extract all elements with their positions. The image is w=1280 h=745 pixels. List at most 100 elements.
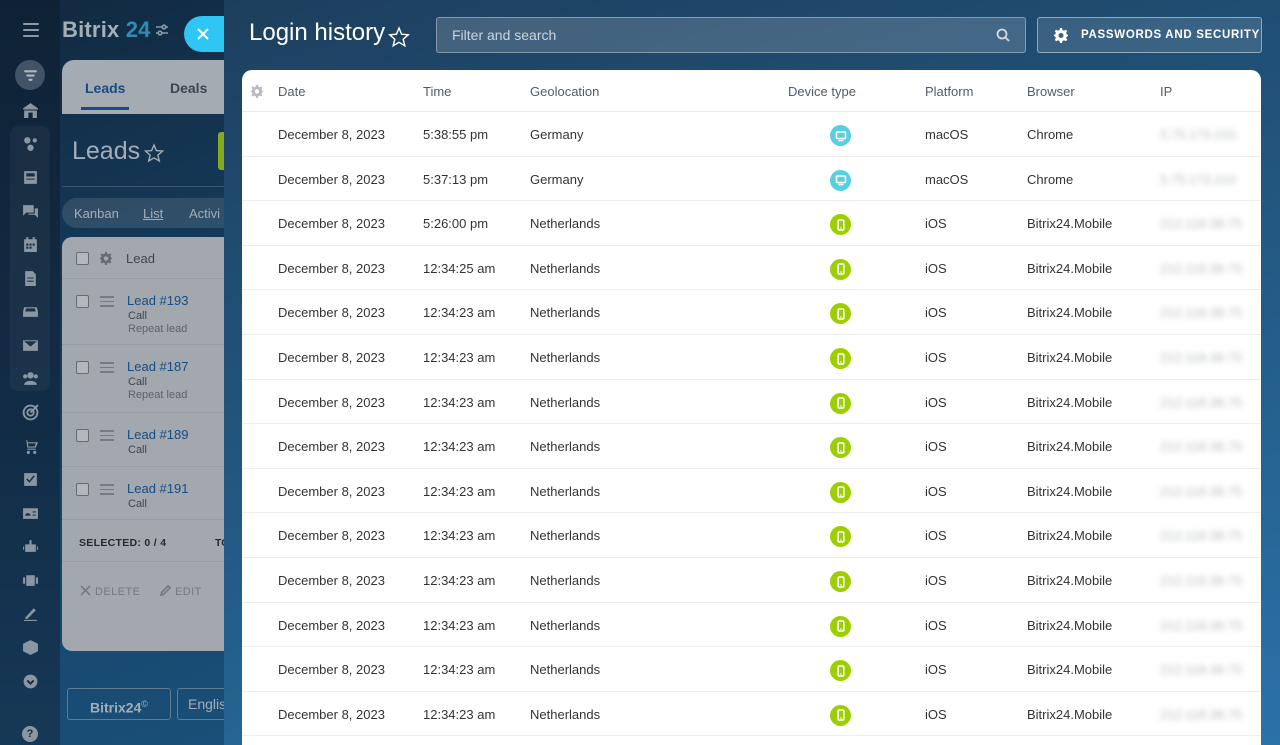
row-checkbox[interactable] <box>76 295 89 308</box>
drag-handle-icon[interactable] <box>100 296 114 307</box>
home-icon[interactable] <box>12 95 48 125</box>
drag-handle-icon[interactable] <box>100 430 114 441</box>
view-activities[interactable]: Activi <box>189 206 221 221</box>
bitrix24-footer-button[interactable]: Bitrix24© <box>67 688 171 720</box>
gear-icon[interactable] <box>250 84 264 98</box>
lead-source: Call <box>128 498 147 510</box>
chat-icon[interactable] <box>12 196 48 226</box>
tab-deals[interactable]: Deals <box>170 80 208 96</box>
lead-link[interactable]: Lead #193 <box>127 293 189 308</box>
table-row[interactable]: December 8, 2023 12:34:25 am Netherlands iO… <box>242 246 1261 291</box>
cart-icon[interactable] <box>12 431 48 461</box>
cell-date: December 8, 2023 <box>278 305 385 321</box>
delete-button[interactable]: DELETE <box>80 585 140 598</box>
cell-ip: 212.118.38.75 <box>1160 617 1243 633</box>
help-icon[interactable]: ? <box>22 726 38 742</box>
view-kanban[interactable]: Kanban <box>74 206 119 221</box>
robot-icon[interactable] <box>12 531 48 561</box>
column-browser-header[interactable]: Browser <box>1027 84 1075 99</box>
table-row[interactable]: December 8, 2023 12:34:23 am Netherlands iO… <box>242 558 1261 603</box>
star-icon[interactable] <box>387 26 411 48</box>
document-icon[interactable] <box>12 263 48 293</box>
gear-icon[interactable] <box>99 251 113 265</box>
cube-icon[interactable] <box>12 632 48 662</box>
lead-status: Repeat lead <box>128 389 188 401</box>
table-row[interactable]: Lead #187 Call Repeat lead <box>62 345 232 413</box>
target-icon[interactable] <box>12 397 48 427</box>
cell-ip: 212.118.38.75 <box>1160 216 1243 232</box>
table-row[interactable]: Lead #193 Call Repeat lead <box>62 279 232 345</box>
signature-icon[interactable] <box>12 598 48 628</box>
cell-browser: Chrome <box>1027 171 1074 187</box>
cell-geolocation: Netherlands <box>530 706 601 722</box>
more-icon[interactable] <box>12 666 48 696</box>
passwords-and-security-button[interactable]: PASSWORDS AND SECURITY <box>1037 17 1262 53</box>
overlay-dim[interactable] <box>0 0 224 745</box>
table-row[interactable]: December 8, 2023 5:38:55 pm Germany macOS Ch… <box>242 112 1261 157</box>
cell-browser: Bitrix24.Mobile <box>1027 706 1113 722</box>
table-row[interactable]: December 8, 2023 12:34:23 am Netherlands iO… <box>242 692 1261 737</box>
table-row[interactable]: December 8, 2023 12:34:23 am Netherlands iO… <box>242 290 1261 335</box>
cell-date: December 8, 2023 <box>278 483 385 499</box>
cell-platform: iOS <box>925 706 947 722</box>
table-row[interactable]: Lead #189 Call <box>62 413 232 467</box>
calendar-icon[interactable] <box>12 229 48 259</box>
video-icon[interactable] <box>12 565 48 595</box>
mail-icon[interactable] <box>12 330 48 360</box>
search-input[interactable] <box>437 18 1025 52</box>
close-slider-button[interactable] <box>184 16 228 52</box>
row-checkbox[interactable] <box>76 361 89 374</box>
column-geolocation-header[interactable]: Geolocation <box>530 84 600 99</box>
column-lead-header[interactable]: Lead <box>126 251 155 266</box>
lead-link[interactable]: Lead #187 <box>127 359 189 374</box>
cell-time: 12:34:23 am <box>423 439 496 455</box>
row-checkbox[interactable] <box>76 429 89 442</box>
contacts-icon[interactable] <box>12 363 48 393</box>
column-platform-header[interactable]: Platform <box>925 84 974 99</box>
lead-source: Call <box>128 310 147 322</box>
column-time-header[interactable]: Time <box>423 84 452 99</box>
filter-icon[interactable] <box>12 60 48 90</box>
table-row[interactable]: December 8, 2023 12:34:23 am Netherlands iO… <box>242 603 1261 648</box>
view-list[interactable]: List <box>143 206 164 221</box>
divider <box>62 186 224 187</box>
star-icon[interactable] <box>143 143 165 163</box>
lead-link[interactable]: Lead #191 <box>127 481 189 496</box>
table-row[interactable]: Lead #191 Call <box>62 467 232 520</box>
cell-browser: Bitrix24.Mobile <box>1027 528 1113 544</box>
settings-sliders-icon[interactable] <box>155 23 169 36</box>
table-row[interactable]: December 8, 2023 5:26:00 pm Netherlands iOS… <box>242 201 1261 246</box>
table-row[interactable]: December 8, 2023 12:34:23 am Netherlands iO… <box>242 380 1261 425</box>
column-device-type-header[interactable]: Device type <box>788 84 856 99</box>
lead-link[interactable]: Lead #189 <box>127 427 189 442</box>
select-all-checkbox[interactable] <box>76 252 89 265</box>
table-row[interactable]: December 8, 2023 5:37:13 pm Germany macOS Ch… <box>242 157 1261 202</box>
tasks-icon[interactable] <box>12 464 48 494</box>
cell-ip: 212.118.38.75 <box>1160 528 1243 544</box>
tab-leads[interactable]: Leads <box>80 80 130 110</box>
add-button[interactable] <box>218 132 224 170</box>
table-row[interactable]: December 8, 2023 12:34:23 am Netherlands iO… <box>242 335 1261 380</box>
feed-icon[interactable] <box>12 162 48 192</box>
desktop-device-icon <box>830 169 851 191</box>
inbox-icon[interactable] <box>12 296 48 326</box>
table-row[interactable]: December 8, 2023 12:34:23 am Netherlands iO… <box>242 424 1261 469</box>
table-row[interactable]: December 8, 2023 12:34:23 am Netherlands iO… <box>242 469 1261 514</box>
cell-platform: macOS <box>925 127 969 142</box>
menu-icon[interactable] <box>23 23 39 37</box>
column-ip-header[interactable]: IP <box>1160 84 1173 99</box>
column-date-header[interactable]: Date <box>278 84 306 99</box>
page-title: Login history <box>249 19 386 46</box>
drag-handle-icon[interactable] <box>100 362 114 373</box>
edit-button[interactable]: EDIT <box>159 584 202 598</box>
search-icon[interactable] <box>996 28 1010 42</box>
table-row[interactable]: December 8, 2023 12:34:23 am Netherlands iO… <box>242 513 1261 558</box>
crm-icon[interactable] <box>12 128 48 158</box>
table-row[interactable]: December 8, 2023 12:34:23 am Netherlands iO… <box>242 647 1261 692</box>
cell-ip: 5.75.173.210 <box>1160 127 1236 142</box>
row-checkbox[interactable] <box>76 483 89 496</box>
cell-platform: iOS <box>925 439 947 455</box>
cell-time: 12:34:23 am <box>423 573 496 588</box>
drag-handle-icon[interactable] <box>100 484 114 495</box>
contact-card-icon[interactable] <box>12 498 48 528</box>
